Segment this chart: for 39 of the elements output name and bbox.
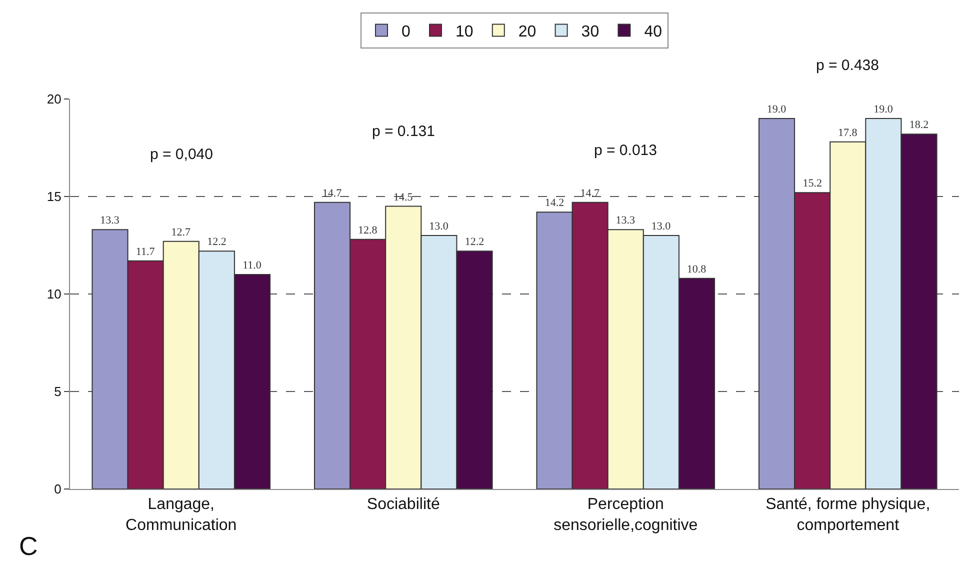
data-label: 17.8	[838, 126, 858, 139]
data-label: 12.2	[464, 236, 484, 248]
data-label: 12.7	[171, 226, 192, 238]
data-label: 13.3	[100, 214, 120, 227]
legend-label: 40	[644, 23, 662, 40]
data-label: 18.2	[909, 119, 929, 132]
data-label: 10.8	[686, 263, 707, 276]
y-tick-label: 0	[54, 482, 62, 497]
data-label: 19.0	[874, 104, 894, 116]
data-label: 13.0	[651, 220, 672, 232]
x-tick-label: Santé, forme physique, comportement	[766, 496, 930, 534]
text: p = 0.438	[816, 57, 879, 74]
annotation: p = 0,040	[150, 146, 213, 163]
data-label: 14.7	[580, 187, 600, 200]
y-tick-label: 15	[46, 189, 62, 204]
y-tick-label: 5	[54, 384, 62, 400]
data-label: 12.2	[207, 236, 226, 248]
data-label: 14.5	[394, 191, 414, 204]
legend-label: 0	[402, 23, 410, 40]
data-label: 19.0	[766, 104, 787, 116]
text: C	[19, 531, 38, 561]
legend-label: 30	[581, 23, 600, 40]
data-label: 11.0	[242, 260, 262, 272]
y-tick-label: 20	[46, 92, 62, 107]
data-label: 14.7	[322, 187, 342, 200]
data-label: 15.2	[802, 178, 822, 190]
x-tick-label: Perception sensorielle,cognitive	[554, 496, 698, 534]
annotation: p = 0.013	[594, 142, 657, 159]
data-label: 12.8	[358, 224, 378, 236]
x-tick-label: Langage, Communication	[126, 496, 237, 534]
data-label: 14.2	[544, 197, 564, 210]
annotation: p = 0.131	[372, 123, 435, 140]
x-tick-label: Sociabilité	[366, 496, 440, 514]
y-tick-label: 10	[46, 286, 62, 302]
data-label: 13.0	[429, 220, 449, 232]
data-label: 13.3	[616, 214, 636, 227]
data-label: 11.7	[136, 246, 156, 258]
legend-label: 10	[456, 23, 474, 40]
legend-label: 20	[518, 23, 536, 40]
